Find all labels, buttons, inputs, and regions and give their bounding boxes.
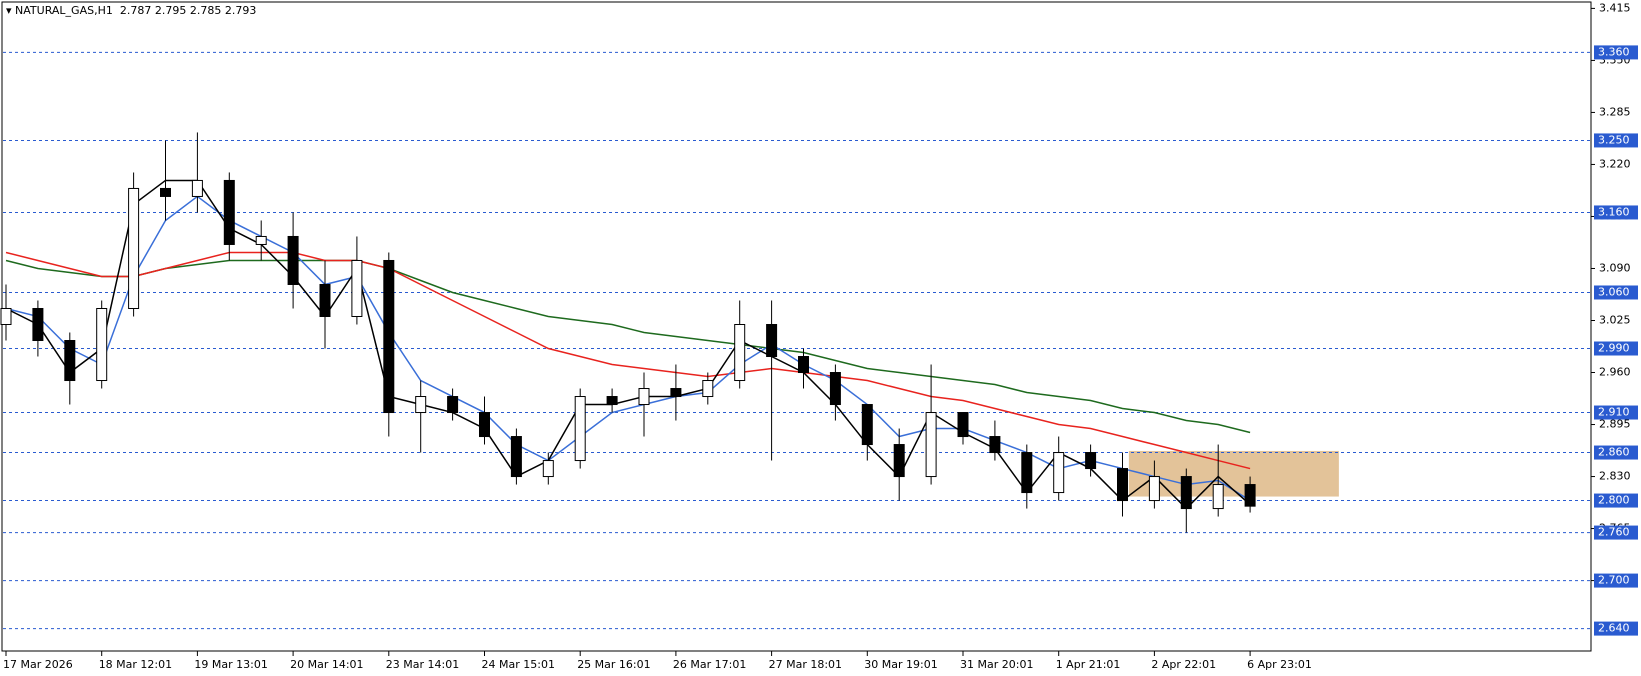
- x-tick-label: 27 Mar 18:01: [769, 658, 842, 671]
- y-tick-label: 2.895: [1599, 418, 1631, 431]
- candle-body: [319, 283, 331, 317]
- x-tick-label: 20 Mar 14:01: [290, 658, 363, 671]
- level-label: 2.860: [1598, 446, 1630, 459]
- candle-body: [32, 307, 44, 342]
- candle-body: [191, 179, 203, 197]
- x-tick-label: 17 Mar 2026: [3, 658, 73, 671]
- candle-body: [542, 460, 554, 478]
- x-tick-label: 2 Apr 22:01: [1151, 658, 1216, 671]
- zone: [1128, 450, 1339, 497]
- level-label: 3.060: [1598, 285, 1630, 298]
- candle-body: [96, 307, 108, 382]
- candle-body: [893, 444, 905, 478]
- candle-body: [1117, 468, 1128, 502]
- candle-body: [223, 179, 235, 245]
- candle-body: [255, 235, 267, 245]
- candle-body: [447, 396, 459, 414]
- quote-close: 2.793: [224, 4, 257, 17]
- candle-body: [1180, 476, 1192, 510]
- candle-body: [128, 187, 140, 309]
- candle-body: [574, 396, 586, 462]
- candle-body: [798, 356, 809, 374]
- candle-body: [510, 436, 522, 478]
- candle-body: [606, 396, 618, 406]
- candle-body: [702, 380, 714, 398]
- x-tick-label: 30 Mar 19:01: [864, 658, 937, 671]
- level-label: 2.640: [1598, 622, 1630, 635]
- candle-body: [1053, 452, 1065, 494]
- candle-body: [287, 235, 299, 285]
- level-label-bg: [1594, 133, 1638, 148]
- y-tick-label: 3.285: [1599, 105, 1631, 118]
- level-label-bg: [1594, 525, 1638, 540]
- level-label: 2.990: [1598, 342, 1630, 355]
- header: ▾ NATURAL_GAS,H1 2.787 2.795 2.785 2.793: [6, 4, 257, 17]
- level-label: 2.700: [1598, 574, 1630, 587]
- candle-body: [861, 404, 873, 446]
- x-tick-label: 18 Mar 12:01: [99, 658, 172, 671]
- level-label: 2.800: [1598, 494, 1630, 507]
- candle-body: [64, 340, 76, 382]
- y-tick-label: 2.830: [1599, 470, 1631, 483]
- level-label-bg: [1594, 45, 1638, 60]
- level-label-bg: [1594, 493, 1638, 508]
- candle-body: [1212, 484, 1224, 510]
- symbol: NATURAL_GAS,H1: [15, 4, 113, 17]
- level-label-bg: [1594, 621, 1638, 636]
- level-label-bg: [1594, 445, 1638, 460]
- candle-body: [670, 388, 682, 398]
- candle-body: [1021, 452, 1033, 494]
- plot-frame: [1, 1, 1592, 652]
- candle-body: [1244, 484, 1256, 507]
- quote-low: 2.785: [189, 4, 222, 17]
- y-tick-label: 2.960: [1599, 366, 1631, 379]
- x-tick-label: 25 Mar 16:01: [577, 658, 650, 671]
- x-tick-label: 6 Apr 23:01: [1247, 658, 1312, 671]
- level-label: 3.160: [1598, 205, 1630, 218]
- level-label-bg: [1594, 573, 1638, 588]
- candle-body: [415, 396, 427, 414]
- level-label-bg: [1594, 205, 1638, 220]
- x-tick-label: 19 Mar 13:01: [194, 658, 267, 671]
- level-label: 3.250: [1598, 133, 1630, 146]
- candle-body: [160, 187, 171, 197]
- x-tick-label: 26 Mar 17:01: [673, 658, 746, 671]
- level-label-bg: [1594, 285, 1638, 300]
- y-tick-label: 3.415: [1599, 1, 1631, 14]
- y-tick-label: 3.090: [1599, 261, 1631, 274]
- x-tick-label: 1 Apr 21:01: [1056, 658, 1121, 671]
- candle-body: [1085, 452, 1097, 470]
- level-label: 2.760: [1598, 526, 1630, 539]
- candle-body: [0, 307, 12, 325]
- moving-average: [5, 259, 1251, 434]
- x-tick-label: 23 Mar 14:01: [386, 658, 459, 671]
- level-label: 2.910: [1598, 406, 1630, 419]
- x-tick-label: 31 Mar 20:01: [960, 658, 1033, 671]
- candle-body: [766, 323, 778, 358]
- candle-body: [479, 412, 490, 438]
- candle-body: [351, 259, 363, 317]
- moving-average: [5, 251, 1251, 470]
- candle-body: [829, 372, 841, 406]
- y-tick-label: 3.220: [1599, 157, 1631, 170]
- quote-high: 2.795: [154, 4, 187, 17]
- x-tick-label: 24 Mar 15:01: [482, 658, 555, 671]
- quote-open: 2.787: [119, 4, 152, 17]
- candle-body: [1148, 476, 1160, 502]
- candle-body: [957, 412, 969, 438]
- candle-body: [925, 412, 937, 478]
- candle-body: [734, 323, 746, 382]
- moving-average: [5, 179, 1251, 510]
- level-label-bg: [1594, 405, 1638, 420]
- y-tick-label: 3.025: [1599, 313, 1631, 326]
- candle-body: [989, 436, 1001, 454]
- level-label: 3.360: [1598, 45, 1630, 58]
- moving-average: [5, 195, 1251, 502]
- candle-body: [638, 388, 650, 406]
- level-label-bg: [1594, 341, 1638, 356]
- candle-body: [383, 259, 395, 414]
